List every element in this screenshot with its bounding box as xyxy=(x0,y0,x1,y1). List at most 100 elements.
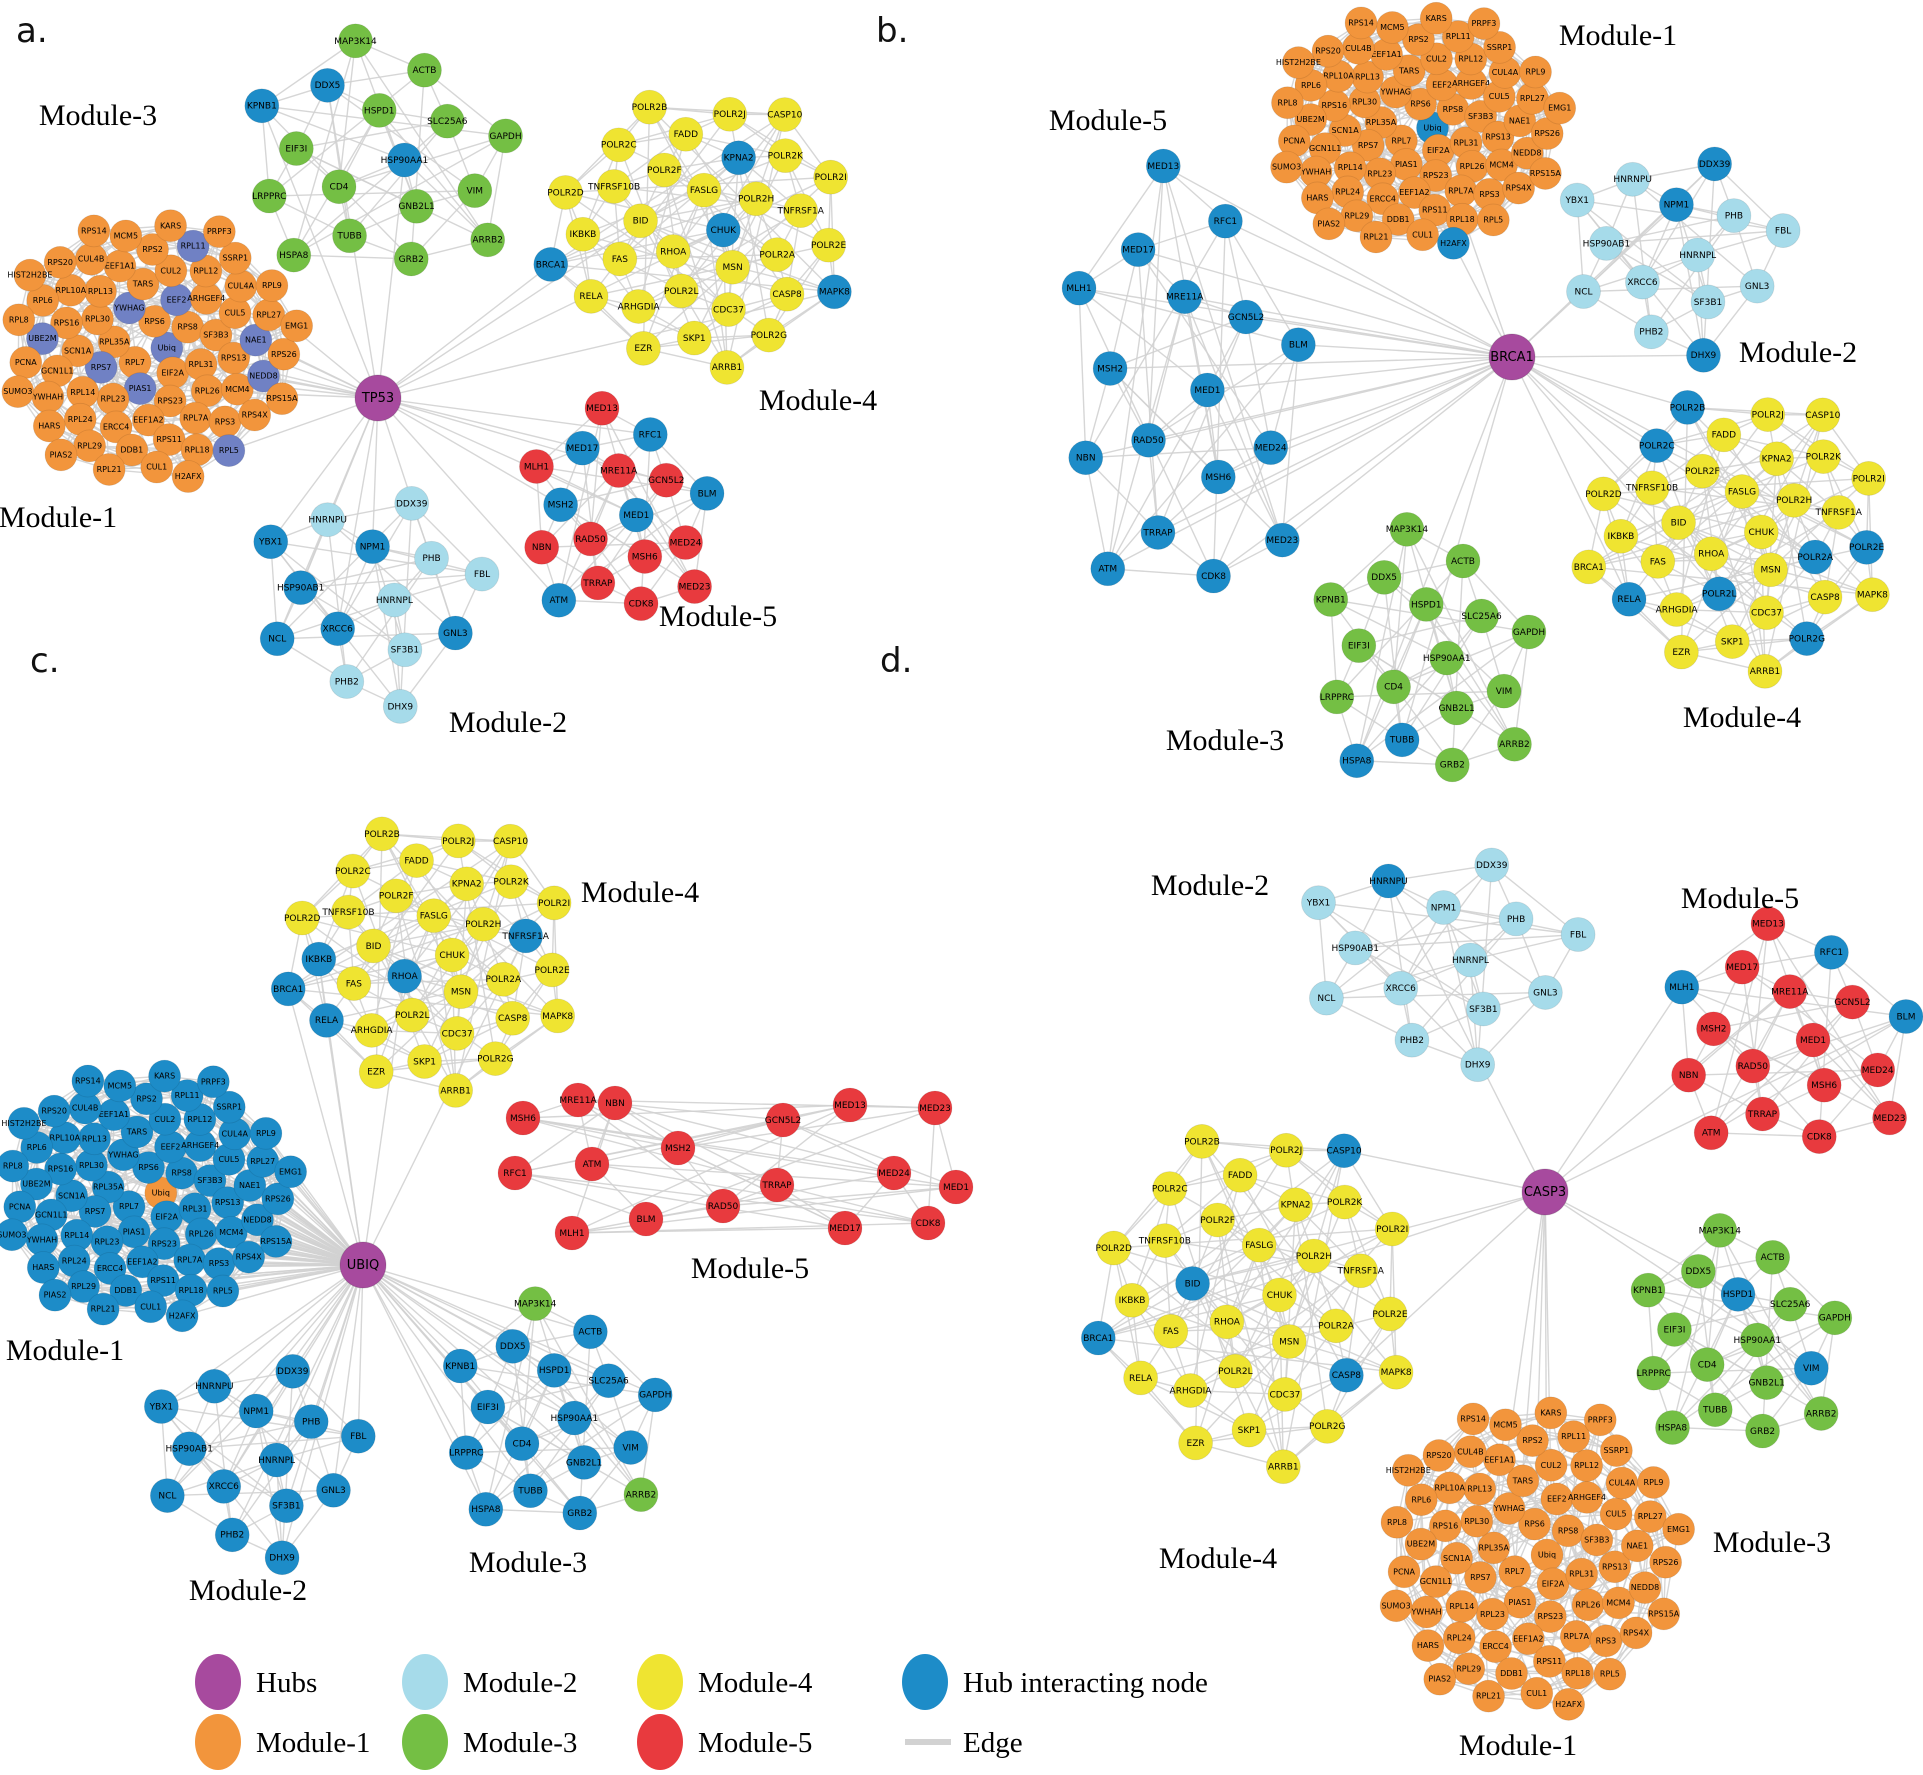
node-HSP90AA1[interactable] xyxy=(1429,640,1465,676)
node-RPL27[interactable] xyxy=(1633,1500,1667,1533)
node-DDX5[interactable] xyxy=(310,67,345,103)
node-MCM4[interactable] xyxy=(220,372,254,406)
node-POLR2K[interactable] xyxy=(493,864,529,900)
node-RELA[interactable] xyxy=(573,278,609,314)
node-EEF1A1[interactable] xyxy=(97,1098,131,1132)
node-POLR2G[interactable] xyxy=(477,1041,513,1076)
node-RPS8[interactable] xyxy=(1551,1514,1585,1548)
node-GNL3[interactable] xyxy=(1527,975,1563,1010)
node-CUL4A[interactable] xyxy=(224,269,258,303)
node-POLR2B[interactable] xyxy=(1670,389,1705,425)
node-POLR2D[interactable] xyxy=(1586,476,1621,512)
node-EZR[interactable] xyxy=(626,330,661,366)
node-VIM[interactable] xyxy=(1486,673,1522,709)
node-RPS7[interactable] xyxy=(84,350,118,384)
node-MSH6[interactable] xyxy=(505,1100,541,1136)
node-RPS20[interactable] xyxy=(43,245,77,279)
node-EMG1[interactable] xyxy=(274,1155,308,1189)
node-MAP3K14[interactable] xyxy=(517,1286,553,1322)
node-RPS7[interactable] xyxy=(1351,128,1385,162)
node-MED13[interactable] xyxy=(832,1087,868,1123)
node-RPS14[interactable] xyxy=(1456,1402,1490,1436)
node-EZR[interactable] xyxy=(358,1054,394,1090)
node-SSRP1[interactable] xyxy=(1599,1434,1633,1468)
node-FBL[interactable] xyxy=(340,1418,376,1454)
node-HIST2H2BE[interactable] xyxy=(7,1106,41,1140)
node-RPL5[interactable] xyxy=(212,434,246,467)
node-KARS[interactable] xyxy=(1419,1,1453,35)
node-RPS4X[interactable] xyxy=(238,398,272,432)
node-RHOA[interactable] xyxy=(1209,1304,1245,1340)
node-RPL31[interactable] xyxy=(1565,1557,1599,1591)
node-PHB2[interactable] xyxy=(329,664,365,699)
node-MLH1[interactable] xyxy=(554,1215,590,1251)
node-NPM1[interactable] xyxy=(355,529,390,565)
node-MRE11A[interactable] xyxy=(601,453,637,488)
node-POLR2C[interactable] xyxy=(1639,428,1675,464)
node-RPL21[interactable] xyxy=(1472,1679,1505,1713)
node-MED17[interactable] xyxy=(565,430,600,466)
node-MCM4[interactable] xyxy=(1602,1586,1635,1620)
node-PHB2[interactable] xyxy=(1633,314,1669,350)
node-POLR2F[interactable] xyxy=(1684,453,1720,489)
node-RPL5[interactable] xyxy=(1476,203,1510,237)
node-BRCA1[interactable] xyxy=(1080,1320,1116,1356)
node-FASLG[interactable] xyxy=(416,898,452,934)
node-SKP1[interactable] xyxy=(1231,1412,1267,1448)
node-DDB1[interactable] xyxy=(109,1274,143,1307)
node-RPS16[interactable] xyxy=(1429,1509,1462,1543)
node-RPS4X[interactable] xyxy=(232,1240,266,1274)
hub-node-BRCA1[interactable] xyxy=(1488,333,1536,381)
node-NBN[interactable] xyxy=(597,1085,633,1121)
node-PIAS2[interactable] xyxy=(1423,1662,1457,1696)
node-RPS15A[interactable] xyxy=(1528,157,1562,190)
node-RPL11[interactable] xyxy=(170,1079,204,1112)
node-YBX1[interactable] xyxy=(1301,885,1336,921)
node-HARS[interactable] xyxy=(26,1251,60,1284)
node-MCM5[interactable] xyxy=(109,219,143,253)
node-RPL9[interactable] xyxy=(255,269,289,302)
node-MSH2[interactable] xyxy=(1696,1011,1731,1047)
node-TNFRSF1A[interactable] xyxy=(783,193,819,229)
node-IKBKB[interactable] xyxy=(1114,1282,1150,1318)
node-MED13[interactable] xyxy=(1750,906,1786,942)
node-EEF2[interactable] xyxy=(1540,1482,1574,1516)
node-ARRB1[interactable] xyxy=(1265,1449,1301,1485)
node-POLR2J[interactable] xyxy=(1268,1132,1304,1168)
node-MRE11A[interactable] xyxy=(1167,279,1203,315)
node-GCN5L2[interactable] xyxy=(765,1102,801,1138)
node-RPS14[interactable] xyxy=(71,1064,105,1098)
node-LRPPRC[interactable] xyxy=(448,1435,484,1470)
node-MCM5[interactable] xyxy=(1375,11,1409,44)
node-HSP90AB1[interactable] xyxy=(1588,225,1624,261)
node-IKBKB[interactable] xyxy=(565,216,601,252)
node-SLC25A6[interactable] xyxy=(1772,1286,1808,1322)
node-KPNB1[interactable] xyxy=(1630,1272,1666,1308)
node-HSP90AA1[interactable] xyxy=(556,1400,592,1436)
node-POLR2B[interactable] xyxy=(1184,1124,1220,1159)
node-MED13[interactable] xyxy=(1145,148,1181,184)
node-MSH6[interactable] xyxy=(1806,1067,1842,1103)
node-RPL8[interactable] xyxy=(0,1149,30,1183)
node-HNRNPU[interactable] xyxy=(310,502,346,538)
node-POLR2C[interactable] xyxy=(601,127,637,163)
node-TARS[interactable] xyxy=(1506,1464,1540,1498)
node-GNL3[interactable] xyxy=(1739,268,1775,304)
node-NCL[interactable] xyxy=(1309,980,1344,1016)
node-PIAS1[interactable] xyxy=(1503,1585,1537,1619)
node-RPL10A[interactable] xyxy=(54,273,88,307)
node-KARS[interactable] xyxy=(148,1059,181,1093)
node-HSPD1[interactable] xyxy=(536,1352,572,1388)
node-TNFRSF1A[interactable] xyxy=(1343,1253,1379,1289)
node-CUL2[interactable] xyxy=(148,1102,182,1136)
node-TNFRSF1A[interactable] xyxy=(508,918,544,954)
node-MED17[interactable] xyxy=(1724,949,1760,985)
node-BRCA1[interactable] xyxy=(270,971,306,1007)
node-CUL2[interactable] xyxy=(1534,1448,1568,1482)
node-POLR2K[interactable] xyxy=(767,138,803,174)
node-RPS3[interactable] xyxy=(202,1247,236,1281)
node-POLR2E[interactable] xyxy=(811,227,846,263)
node-HSPD1[interactable] xyxy=(1408,587,1444,622)
node-SKP1[interactable] xyxy=(407,1044,442,1079)
node-NCL[interactable] xyxy=(149,1478,185,1513)
